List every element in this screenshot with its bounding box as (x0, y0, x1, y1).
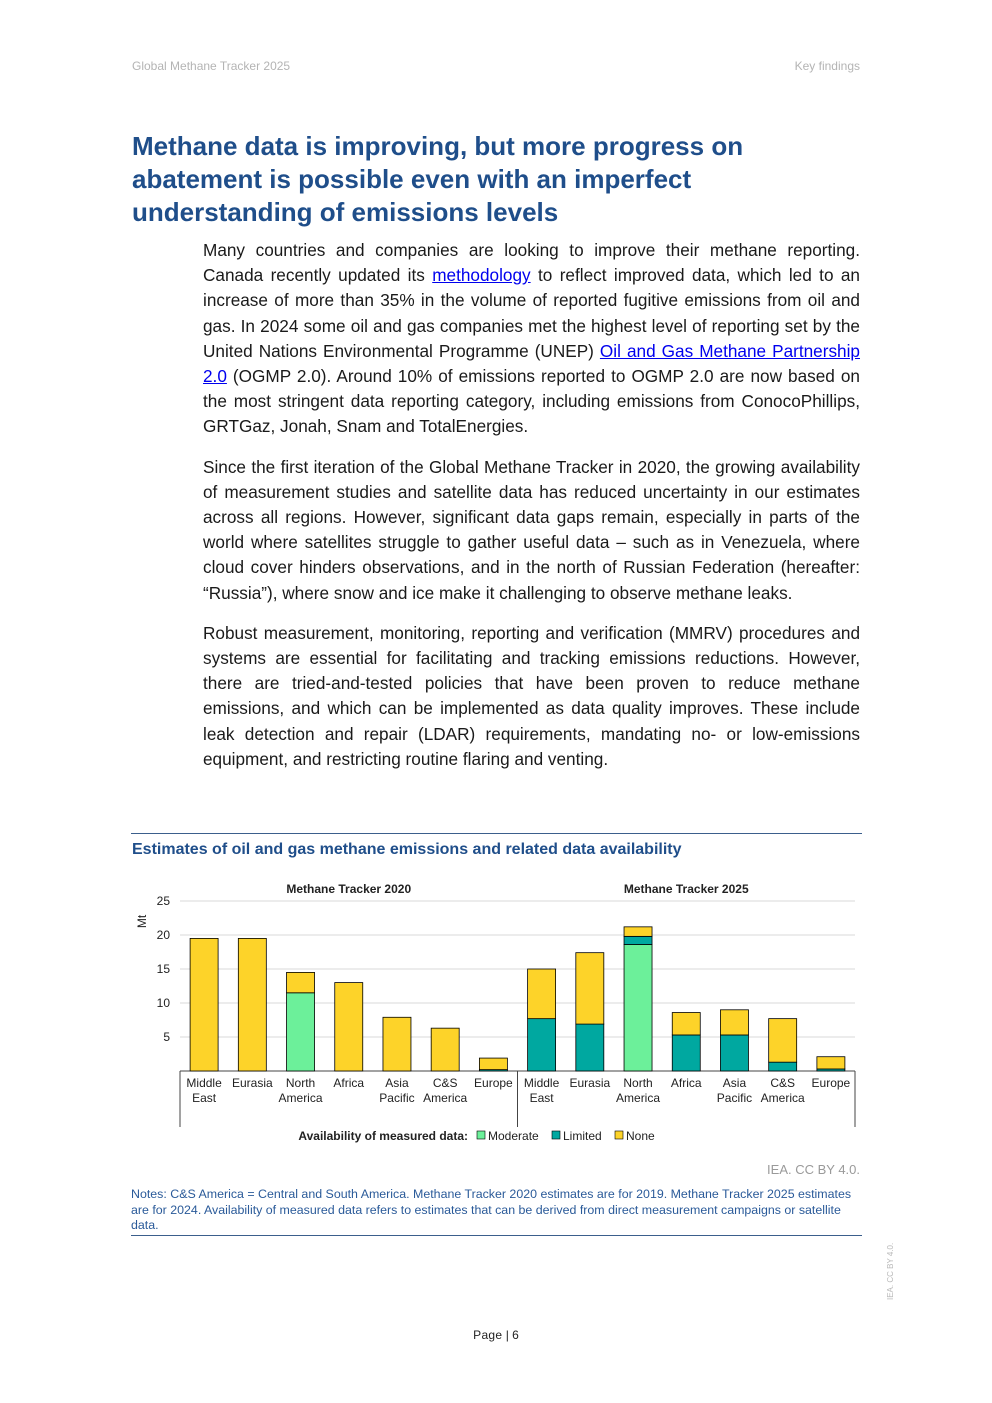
x-tick-label: North (286, 1076, 315, 1090)
x-tick-label: America (423, 1091, 467, 1105)
paragraph-1: Many countries and companies are looking… (203, 238, 860, 440)
x-tick-label: Asia (385, 1076, 409, 1090)
running-header-section: Key findings (794, 59, 860, 73)
y-tick-label: 15 (157, 962, 171, 976)
bar-segment-none (623, 926, 653, 937)
bar-segment-limited (527, 1018, 557, 1072)
x-tick-label: North (623, 1076, 652, 1090)
page-number: Page | 6 (473, 1328, 519, 1342)
figure-top-rule (131, 833, 862, 834)
ogmp-link[interactable]: Oil and Gas Methane Partnership 2.0 (203, 340, 860, 387)
methodology-link[interactable]: methodology (432, 265, 531, 286)
running-header-title: Global Methane Tracker 2025 (132, 59, 291, 73)
legend-label-none: None (626, 1129, 655, 1143)
x-tick-label: Middle (524, 1076, 560, 1090)
x-tick-label: East (192, 1091, 217, 1105)
bar-segment-none (382, 1016, 412, 1072)
x-tick-label: Eurasia (232, 1076, 273, 1090)
bar-segment-none (189, 938, 219, 1072)
figure-credit: IEA. CC BY 4.0. (767, 1162, 860, 1177)
page-label: Page (473, 1328, 503, 1342)
x-tick-label: Africa (671, 1076, 702, 1090)
bar-segment-none (671, 1012, 701, 1036)
x-tick-label: Europe (474, 1076, 513, 1090)
bar-segment-none (720, 1009, 749, 1036)
bar-segment-moderate (286, 992, 315, 1072)
x-tick-label: Middle (186, 1076, 222, 1090)
x-tick-label: America (761, 1091, 805, 1105)
bar-segment-none (430, 1027, 460, 1072)
legend-swatch-moderate (476, 1130, 486, 1140)
x-tick-label: Pacific (717, 1091, 752, 1105)
bar-segment-limited (768, 1061, 798, 1072)
bar-segment-moderate (623, 944, 653, 1072)
paragraph-1-text-a: Many countries and companies are looking… (203, 240, 860, 286)
legend-swatch-none (614, 1130, 624, 1140)
x-tick-label: America (616, 1091, 660, 1105)
body-text: Many countries and companies are looking… (203, 238, 860, 787)
bar-segment-limited (623, 935, 653, 945)
paragraph-3: Robust measurement, monitoring, reportin… (203, 622, 860, 769)
page-title: Methane data is improving, but more prog… (132, 131, 744, 227)
y-tick-label: 5 (163, 1030, 170, 1044)
x-tick-label: Pacific (379, 1091, 414, 1105)
group-title: Methane Tracker 2020 (286, 882, 411, 896)
x-tick-label: Africa (333, 1076, 364, 1090)
x-tick-label: East (530, 1091, 555, 1105)
bar-segment-none (816, 1056, 846, 1070)
figure-notes: Notes: C&S America = Central and South A… (131, 1187, 852, 1232)
y-tick-label: 10 (157, 996, 171, 1010)
legend-title: Availability of measured data: (298, 1129, 468, 1143)
bar-segment-none (237, 938, 267, 1072)
legend-swatch-limited (551, 1130, 561, 1140)
bar-segment-none (768, 1018, 798, 1063)
page-number-value: 6 (512, 1328, 519, 1342)
bar-segment-none (334, 982, 364, 1072)
bar-segment-none (478, 1057, 508, 1071)
y-tick-label: 25 (157, 894, 171, 908)
bar-segment-limited (575, 1023, 605, 1072)
paragraph-1-text-b: to reflect improved data, which led to a… (203, 265, 860, 361)
paragraph-1-text-c: (OGMP 2.0). Around 10% of emissions repo… (203, 366, 860, 437)
x-tick-label: C&S (770, 1076, 795, 1090)
x-tick-label: Eurasia (569, 1076, 610, 1090)
bar-segment-limited (671, 1034, 701, 1072)
legend-label-moderate: Moderate (488, 1129, 539, 1143)
bar-segment-none (575, 952, 605, 1025)
bar-segment-none (527, 968, 557, 1020)
figure-bottom-rule (131, 1235, 862, 1236)
figure-title: Estimates of oil and gas methane emissio… (132, 841, 682, 858)
x-tick-label: Asia (723, 1076, 747, 1090)
y-tick-label: 20 (157, 928, 171, 942)
side-license-mark: IEA. CC BY 4.0. (886, 1242, 895, 1300)
legend-label-limited: Limited (563, 1129, 602, 1143)
bar-segment-limited (720, 1034, 749, 1072)
bar-segment-none (286, 972, 315, 994)
x-tick-label: Europe (812, 1076, 851, 1090)
x-tick-label: C&S (433, 1076, 458, 1090)
paragraph-2: Since the first iteration of the Global … (203, 456, 860, 603)
y-axis-label: Mt (135, 914, 149, 928)
group-title: Methane Tracker 2025 (624, 882, 749, 896)
x-tick-label: America (279, 1091, 323, 1105)
